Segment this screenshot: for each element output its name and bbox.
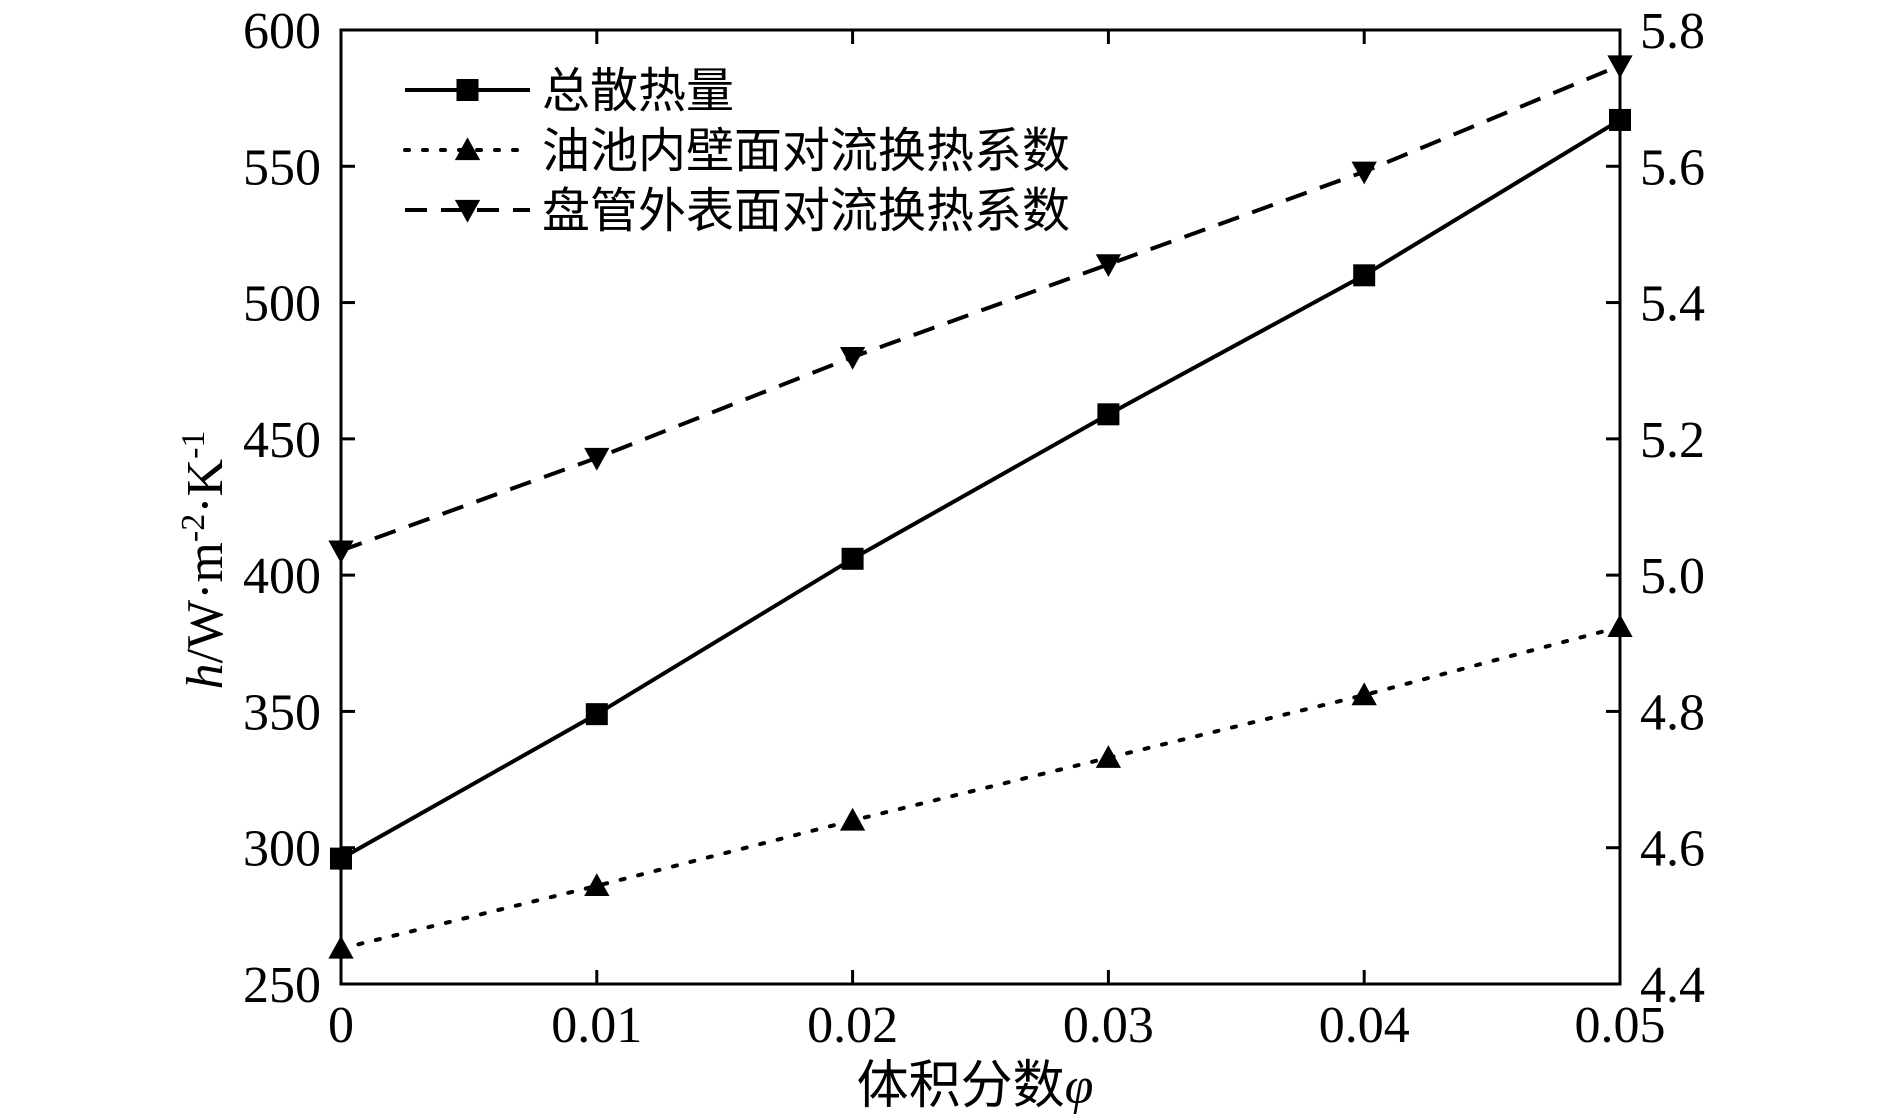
x-tick-label: 0.03 xyxy=(1063,997,1154,1054)
y-right-tick-label: 5.2 xyxy=(1640,412,1705,469)
data-point-triangle-down xyxy=(328,540,354,564)
data-point-square xyxy=(1353,264,1376,287)
y-axis-title-units: /W·m xyxy=(177,542,234,663)
y-axis-title-exp2: -1 xyxy=(175,431,212,459)
data-point-triangle-up xyxy=(584,873,610,896)
series-1 xyxy=(330,108,1631,870)
y-left-tick-label: 600 xyxy=(243,3,321,60)
y-right-tick-label: 4.4 xyxy=(1640,957,1705,1014)
y-right-tick-label: 4.6 xyxy=(1640,821,1705,878)
plot-border xyxy=(339,28,1622,986)
legend-label: 油池内壁面对流换热系数 xyxy=(542,123,1070,179)
y-left-tick-label: 350 xyxy=(243,684,321,741)
y-left-tick-label: 250 xyxy=(243,957,321,1014)
y-left-tick-label: 300 xyxy=(243,821,321,878)
x-axis-title-symbol: φ xyxy=(1065,1058,1094,1115)
ticks: 0 0.01 0.02 0.03 0.04 0.05 250 300 350 400 450 500 5… xyxy=(243,3,1705,1054)
data-point-square xyxy=(456,79,479,101)
data-point-triangle-down xyxy=(1095,254,1122,278)
data-point-triangle-down xyxy=(584,447,610,471)
legend-item-3: 盘管外表面对流换热系数 xyxy=(405,183,1070,239)
plot-frame xyxy=(339,28,1622,986)
data-point-triangle-down xyxy=(839,346,866,370)
y-left-tick-label: 550 xyxy=(243,139,321,196)
data-point-triangle-up xyxy=(454,137,481,161)
data-point-square xyxy=(330,847,352,870)
data-point-square xyxy=(1609,108,1631,131)
y-right-tick-label: 5.8 xyxy=(1640,3,1705,60)
y-right-tick-label: 5.0 xyxy=(1640,548,1705,605)
x-axis-title: 体积分数φ xyxy=(857,1058,1094,1115)
data-point-triangle-up xyxy=(839,807,866,831)
data-point-triangle-down xyxy=(1351,161,1377,185)
data-point-triangle-down xyxy=(454,199,481,223)
series-line xyxy=(340,118,1622,861)
y-axis-title-exp1: -2 xyxy=(175,514,212,542)
y-left-tick-label: 450 xyxy=(243,412,321,469)
series-2 xyxy=(328,614,1633,959)
x-tick-label: 0 xyxy=(328,997,354,1054)
y-right-tick-label: 5.6 xyxy=(1640,139,1705,196)
series-3 xyxy=(328,55,1633,564)
x-tick-label: 0.04 xyxy=(1319,997,1410,1054)
legend-label: 盘管外表面对流换热系数 xyxy=(542,183,1070,239)
data-point-triangle-up xyxy=(328,935,354,959)
y-right-tick-label: 5.4 xyxy=(1640,276,1705,333)
y-axis-title-dot: ·K xyxy=(177,458,234,513)
data-point-triangle-down xyxy=(1607,55,1633,79)
x-tick-label: 0.01 xyxy=(551,997,642,1054)
y-axis-title-symbol: h xyxy=(177,663,234,689)
data-point-triangle-up xyxy=(1095,745,1122,768)
data-point-triangle-up xyxy=(1607,614,1633,638)
x-tick-label: 0.05 xyxy=(1575,997,1666,1054)
series-line xyxy=(339,624,1622,951)
data-point-triangle-up xyxy=(1351,682,1377,706)
y-left-tick-label: 400 xyxy=(243,548,321,605)
legend-item-2: 油池内壁面对流换热系数 xyxy=(403,123,1070,179)
x-tick-label: 0.02 xyxy=(807,997,898,1054)
legend-item-1: 总散热量 xyxy=(405,63,734,119)
data-point-square xyxy=(1097,403,1120,426)
legend-label: 总散热量 xyxy=(542,63,734,119)
data-point-square xyxy=(585,703,608,726)
data-point-square xyxy=(841,547,864,570)
x-axis-title-text: 体积分数 xyxy=(857,1058,1065,1115)
y-left-tick-label: 500 xyxy=(243,276,321,333)
y-right-tick-label: 4.8 xyxy=(1640,684,1705,741)
series-line xyxy=(340,63,1621,553)
series-group xyxy=(328,55,1633,959)
y-axis-title: h/W·m-2·K-1 xyxy=(175,431,234,690)
